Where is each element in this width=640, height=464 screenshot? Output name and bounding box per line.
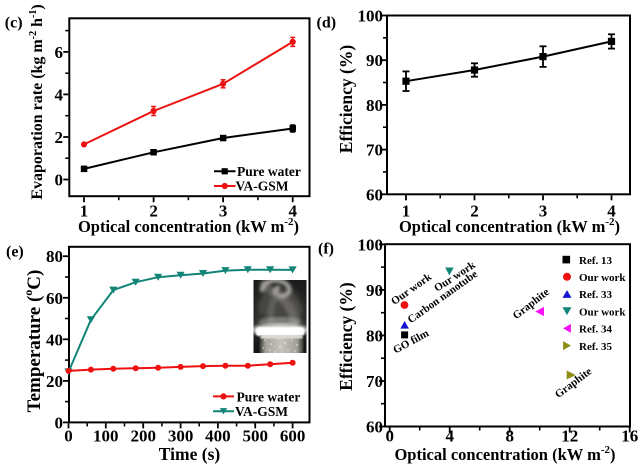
svg-text:Temperature (oC): Temperature (oC): [21, 270, 45, 413]
svg-text:Evaporation rate (kg m-2 h-1): Evaporation rate (kg m-2 h-1): [28, 4, 46, 199]
svg-text:400: 400: [205, 426, 231, 445]
svg-text:6: 6: [55, 43, 64, 62]
svg-text:Pure water: Pure water: [237, 389, 301, 404]
svg-text:Our work: Our work: [579, 306, 626, 318]
svg-text:90: 90: [366, 51, 383, 70]
svg-text:100: 100: [358, 235, 384, 254]
svg-text:100: 100: [358, 7, 384, 26]
svg-text:70: 70: [366, 141, 383, 160]
svg-text:Graphite: Graphite: [511, 286, 552, 322]
svg-text:60: 60: [46, 289, 63, 308]
svg-text:Ref. 34: Ref. 34: [579, 324, 612, 336]
svg-text:70: 70: [366, 372, 383, 391]
svg-text:2: 2: [55, 128, 64, 147]
svg-text:0: 0: [385, 426, 394, 445]
svg-text:80: 80: [46, 247, 63, 266]
svg-text:2: 2: [149, 201, 158, 220]
svg-text:3: 3: [219, 201, 228, 220]
svg-text:VA-GSM: VA-GSM: [236, 178, 289, 193]
svg-text:12: 12: [561, 426, 578, 445]
svg-text:Optical concentration (kW m-2): Optical concentration (kW m-2): [78, 216, 299, 236]
svg-text:80: 80: [366, 96, 383, 115]
svg-text:Efficiency (%): Efficiency (%): [336, 45, 356, 154]
svg-text:(c): (c): [5, 15, 23, 32]
svg-text:Time (s): Time (s): [159, 444, 221, 464]
svg-text:Graphite: Graphite: [553, 365, 594, 400]
svg-text:60: 60: [366, 185, 383, 204]
svg-text:Ref. 35: Ref. 35: [579, 341, 612, 353]
svg-text:0: 0: [64, 426, 73, 445]
svg-text:20: 20: [46, 372, 63, 391]
svg-text:1: 1: [80, 201, 89, 220]
svg-text:2: 2: [470, 201, 479, 220]
svg-text:4: 4: [288, 201, 297, 220]
svg-text:(d): (d): [317, 15, 337, 32]
svg-text:Ref. 33: Ref. 33: [579, 289, 612, 301]
svg-text:200: 200: [130, 426, 156, 445]
svg-text:Ref. 13: Ref. 13: [579, 255, 612, 267]
svg-text:Our work: Our work: [579, 272, 626, 284]
svg-text:0: 0: [55, 171, 64, 190]
svg-text:8: 8: [505, 426, 514, 445]
svg-text:4: 4: [607, 201, 616, 220]
svg-text:0: 0: [55, 413, 64, 432]
svg-text:80: 80: [366, 326, 383, 345]
svg-text:GO film: GO film: [391, 327, 431, 356]
svg-text:600: 600: [280, 426, 306, 445]
svg-text:Optical concentration (kW m-2): Optical concentration (kW m-2): [399, 216, 620, 236]
svg-text:3: 3: [539, 201, 548, 220]
svg-text:Efficiency (%): Efficiency (%): [336, 282, 356, 391]
svg-text:60: 60: [366, 418, 383, 437]
svg-text:Optical concentration (kW m-2): Optical concentration (kW m-2): [394, 444, 615, 464]
svg-text:(e): (e): [6, 244, 24, 261]
svg-text:VA-GSM: VA-GSM: [235, 404, 288, 419]
svg-text:16: 16: [621, 426, 638, 445]
svg-text:4: 4: [445, 426, 454, 445]
svg-text:100: 100: [93, 426, 119, 445]
svg-text:(f): (f): [318, 241, 334, 258]
svg-text:1: 1: [402, 201, 411, 220]
svg-text:90: 90: [366, 281, 383, 300]
svg-text:Pure water: Pure water: [237, 164, 301, 179]
svg-text:500: 500: [242, 426, 268, 445]
svg-text:300: 300: [168, 426, 194, 445]
svg-text:40: 40: [46, 330, 63, 349]
svg-text:4: 4: [55, 85, 64, 104]
